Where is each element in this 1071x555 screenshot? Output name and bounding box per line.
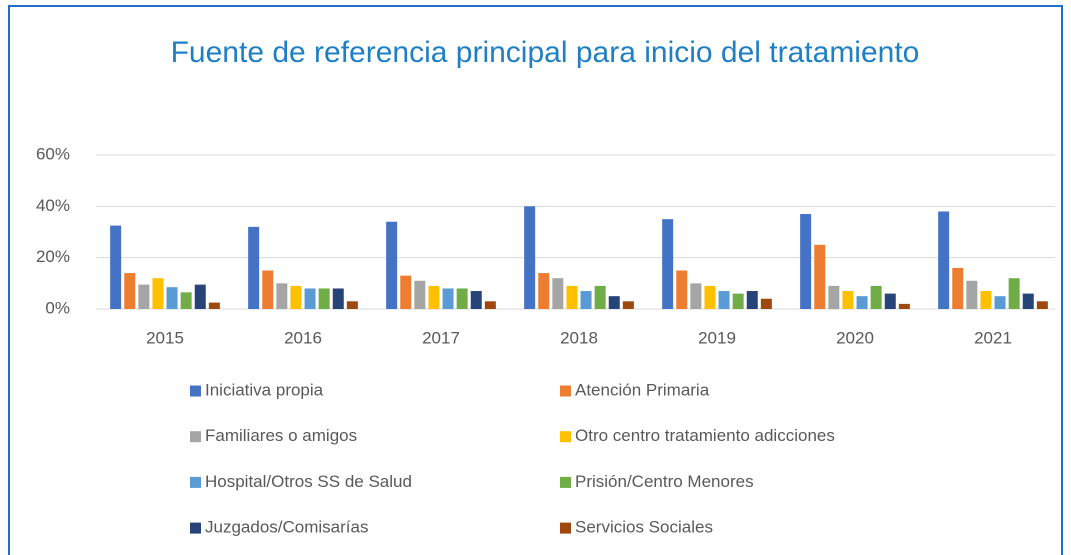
x-tick-label: 2018 <box>560 328 598 347</box>
y-tick-label: 40% <box>36 196 70 215</box>
bar <box>1022 293 1034 309</box>
bar <box>124 273 136 309</box>
bar <box>980 291 992 309</box>
bar <box>386 221 398 309</box>
bar <box>594 285 606 309</box>
bar <box>690 283 702 309</box>
legend-swatch <box>190 431 201 443</box>
legend-label: Atención Primaria <box>575 380 710 399</box>
bar <box>304 288 316 309</box>
bar <box>870 285 882 309</box>
x-tick-label: 2019 <box>698 328 736 347</box>
x-tick-label: 2017 <box>422 328 460 347</box>
bar <box>138 284 150 309</box>
legend-swatch <box>190 385 201 397</box>
bar <box>842 291 854 309</box>
bar <box>580 291 592 309</box>
legend-label: Otro centro tratamiento adicciones <box>575 426 835 445</box>
chart-title: Fuente de referencia principal para inic… <box>170 36 920 69</box>
y-tick-label: 60% <box>36 144 70 163</box>
bar <box>760 298 772 309</box>
bar <box>952 267 964 309</box>
bar <box>718 291 730 309</box>
legend-label: Familiares o amigos <box>205 426 357 445</box>
bar <box>856 296 868 309</box>
legend-swatch <box>560 431 571 443</box>
legend-swatch <box>190 522 201 534</box>
bar <box>884 293 896 309</box>
bar <box>732 293 744 309</box>
bar <box>166 287 178 309</box>
bar <box>966 280 978 309</box>
y-tick-label: 20% <box>36 247 70 266</box>
bar <box>194 284 206 309</box>
x-tick-label: 2020 <box>836 328 874 347</box>
bar <box>400 275 412 309</box>
bar <box>994 296 1006 309</box>
bar <box>662 219 674 309</box>
bar <box>608 296 620 309</box>
chart-frame <box>8 5 1063 555</box>
bar <box>110 225 122 309</box>
legend-label: Iniciativa propia <box>205 380 324 399</box>
bar <box>248 226 260 309</box>
bar <box>414 280 426 309</box>
legend-label: Hospital/Otros SS de Salud <box>205 472 412 491</box>
legend-label: Servicios Sociales <box>575 518 713 537</box>
bar <box>566 285 578 309</box>
bar <box>318 288 330 309</box>
x-tick-label: 2016 <box>284 328 322 347</box>
bar <box>828 285 840 309</box>
bar <box>180 292 192 309</box>
x-tick-label: 2015 <box>146 328 184 347</box>
bar <box>1008 278 1020 309</box>
legend-swatch <box>560 476 571 488</box>
bar <box>428 285 440 309</box>
bar <box>290 285 302 309</box>
bar <box>746 291 758 309</box>
bar <box>456 288 468 309</box>
bar <box>208 302 220 309</box>
bar <box>524 206 536 309</box>
bar <box>676 270 688 309</box>
bar <box>622 301 634 309</box>
bar <box>332 288 344 309</box>
bar <box>152 278 164 309</box>
bar <box>814 244 826 309</box>
legend-label: Prisión/Centro Menores <box>575 472 754 491</box>
legend-swatch <box>190 476 201 488</box>
x-tick-label: 2021 <box>974 328 1012 347</box>
bar <box>898 303 910 309</box>
y-tick-label: 0% <box>45 298 70 317</box>
bar <box>346 301 358 309</box>
bar <box>276 283 288 309</box>
bar <box>800 214 812 309</box>
bar <box>470 291 482 309</box>
bar <box>442 288 454 309</box>
bar <box>552 278 564 309</box>
legend-swatch <box>560 522 571 534</box>
bar <box>538 273 550 309</box>
bar <box>484 301 496 309</box>
bar <box>262 270 274 309</box>
bar <box>1036 301 1048 309</box>
bar <box>938 211 950 309</box>
legend-label: Juzgados/Comisarías <box>205 518 368 537</box>
bar <box>704 285 716 309</box>
legend-swatch <box>560 385 571 397</box>
